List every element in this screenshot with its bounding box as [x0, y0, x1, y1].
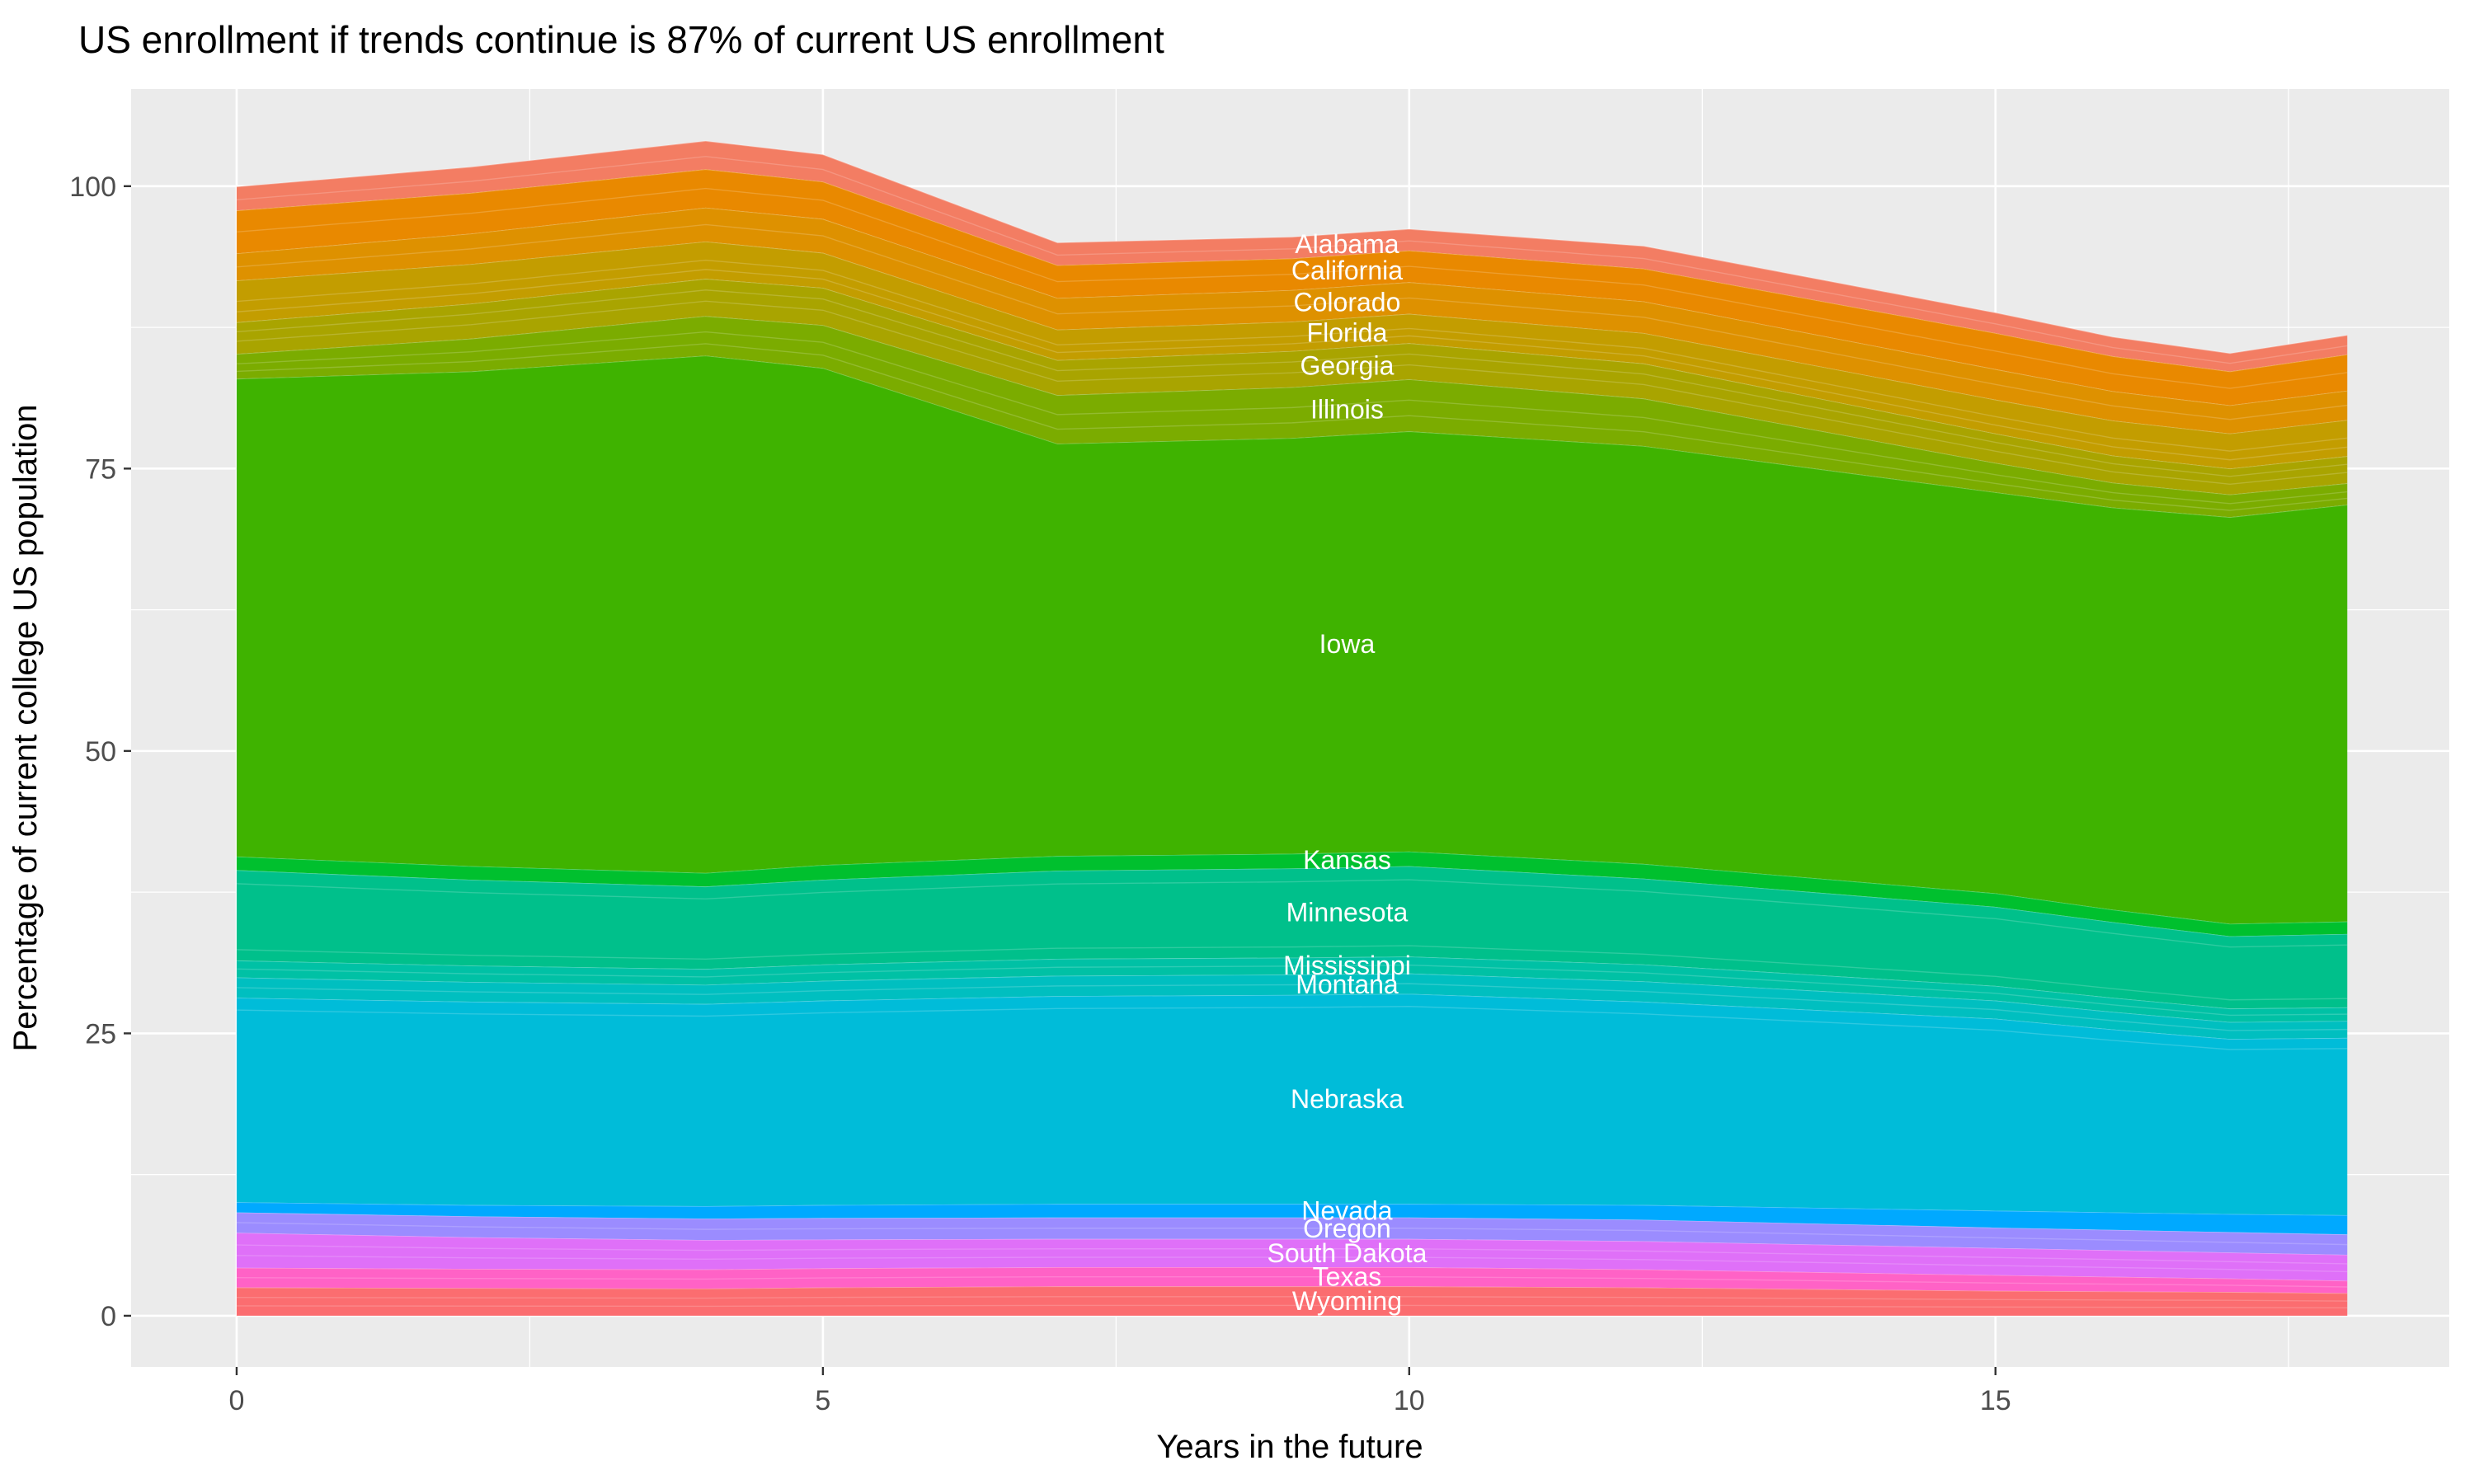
state-label-alabama: Alabama [1295, 229, 1399, 259]
state-label-nebraska: Nebraska [1291, 1084, 1404, 1114]
state-label-florida: Florida [1307, 318, 1388, 348]
band-subline [236, 1255, 2348, 1273]
state-label-nevada: Nevada [1301, 1196, 1393, 1226]
state-label-kansas: Kansas [1303, 845, 1391, 875]
x-tick-label: 15 [1980, 1385, 2011, 1416]
area-band-georgia [236, 279, 2348, 495]
band-subline [236, 331, 2348, 505]
state-label-oregon: Oregon [1303, 1214, 1391, 1243]
band-subline [236, 223, 2348, 420]
area-band-kansas [236, 851, 2348, 937]
band-subline [236, 300, 2348, 485]
area-band-wyoming [236, 1286, 2348, 1316]
y-tick-label: 0 [101, 1301, 116, 1332]
band-subline [236, 156, 2348, 364]
y-tick-label: 100 [69, 171, 116, 203]
chart-title: US enrollment if trends continue is 87% … [78, 18, 1164, 61]
band-subline [236, 1244, 2348, 1265]
x-tick-label: 10 [1394, 1385, 1425, 1416]
x-tick-label: 0 [229, 1385, 245, 1416]
area-band-south-dakota [236, 1233, 2348, 1281]
state-label-colorado: Colorado [1294, 288, 1401, 317]
band-subline [236, 1222, 2348, 1246]
band-subline [236, 945, 2348, 1001]
state-label-illinois: Illinois [1310, 394, 1384, 424]
band-subline [236, 187, 2348, 389]
area-band-nevada [236, 1202, 2348, 1235]
band-subline [236, 1296, 2348, 1302]
y-tick-label: 50 [85, 736, 116, 768]
band-subline [236, 343, 2348, 511]
area-band-montana [236, 973, 2348, 1040]
y-tick-label: 25 [85, 1018, 116, 1050]
area-band-florida [236, 241, 2348, 469]
state-label-mississippi: Mississippi [1283, 951, 1411, 980]
state-label-south-dakota: South Dakota [1268, 1238, 1427, 1268]
state-label-iowa: Iowa [1319, 629, 1376, 659]
state-label-montana: Montana [1296, 970, 1399, 999]
band-boundary-line [236, 1232, 2348, 1256]
area-band-texas [236, 1267, 2348, 1294]
area-band-iowa [236, 355, 2348, 924]
area-band-california [236, 169, 2348, 406]
band-subline [236, 1006, 2348, 1050]
state-label-texas: Texas [1313, 1262, 1382, 1292]
band-subline [236, 259, 2348, 452]
area-band-nebraska [236, 993, 2348, 1215]
state-label-wyoming: Wyoming [1292, 1286, 1402, 1316]
state-label-georgia: Georgia [1300, 350, 1395, 380]
x-axis-title: Years in the future [1156, 1429, 1423, 1465]
area-band-minnesota [236, 866, 2348, 1009]
area-bands [236, 140, 2348, 1316]
area-band-illinois [236, 316, 2348, 518]
band-subline [236, 1275, 2348, 1288]
axis-ticks: 0 25 50 75 100 0 5 10 15 [69, 171, 2011, 1416]
band-subline [236, 289, 2348, 477]
band-boundary-line [236, 140, 2348, 355]
band-subline [236, 983, 2348, 1031]
band-boundary-line [236, 1211, 2348, 1236]
y-tick-label: 75 [85, 453, 116, 485]
x-tick-label: 5 [815, 1385, 830, 1416]
band-subline [236, 879, 2348, 948]
area-band-mississippi [236, 956, 2348, 1022]
band-subline [236, 964, 2348, 1017]
area-band-alabama [236, 141, 2348, 372]
area-band-oregon [236, 1212, 2348, 1255]
area-band-colorado [236, 207, 2348, 434]
state-label-minnesota: Minnesota [1286, 898, 1409, 928]
band-subline [236, 1304, 2348, 1309]
y-axis-title: Percentage of current college US populat… [7, 405, 44, 1052]
state-label-california: California [1291, 256, 1403, 285]
band-subline [236, 269, 2348, 461]
